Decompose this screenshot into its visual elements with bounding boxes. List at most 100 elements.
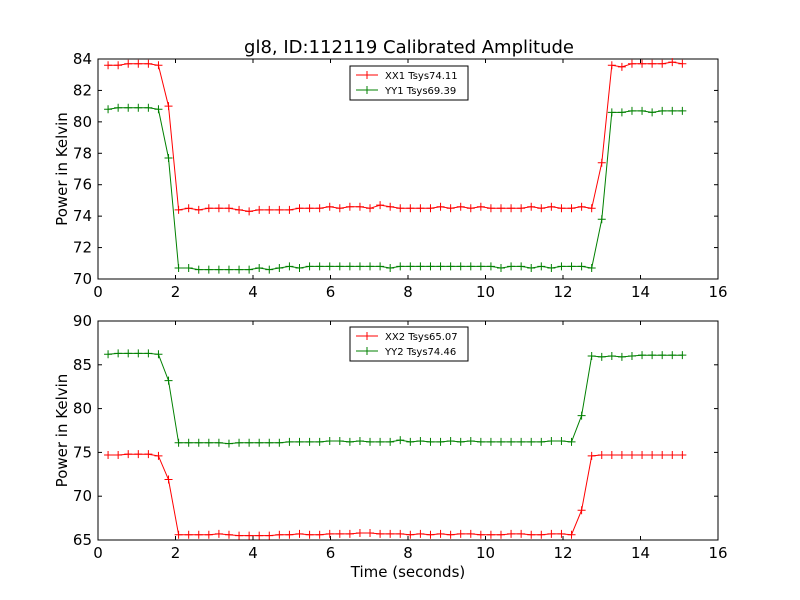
data-point	[386, 202, 395, 211]
data-point	[104, 451, 113, 460]
data-point	[668, 106, 677, 115]
data-point	[517, 262, 526, 271]
data-point	[366, 204, 375, 213]
x-tick-label: 14	[631, 544, 650, 562]
data-point	[517, 529, 526, 538]
data-point	[235, 265, 244, 274]
data-point	[295, 437, 304, 446]
data-point	[627, 451, 636, 460]
top-subplot: 0 2 4 6 8 10 12 14 16 70 72 74 76 78 80 82 84 Power in Ke…	[53, 50, 728, 301]
data-point	[617, 451, 626, 460]
data-point	[214, 204, 223, 213]
data-point	[476, 262, 485, 271]
data-point	[355, 437, 364, 446]
data-point	[144, 103, 153, 112]
data-point	[285, 205, 294, 214]
data-point	[114, 103, 123, 112]
data-point	[587, 204, 596, 213]
data-point	[134, 450, 143, 459]
data-point	[658, 59, 667, 68]
data-point	[245, 438, 254, 447]
data-point	[527, 202, 536, 211]
data-point	[144, 450, 153, 459]
data-point	[436, 529, 445, 538]
data-point	[517, 437, 526, 446]
data-point	[366, 528, 375, 537]
data-point	[527, 437, 536, 446]
data-point	[174, 205, 183, 214]
data-point	[396, 529, 405, 538]
data-point	[315, 437, 324, 446]
data-point	[416, 262, 425, 271]
data-point	[174, 438, 183, 447]
data-point	[537, 204, 546, 213]
data-point	[678, 451, 687, 460]
data-point	[406, 530, 415, 539]
data-point	[668, 451, 677, 460]
data-point	[295, 204, 304, 213]
data-point	[597, 215, 606, 224]
data-point	[114, 451, 123, 460]
data-point	[184, 438, 193, 447]
data-point	[567, 437, 576, 446]
data-point	[154, 451, 163, 460]
y-tick-label: 82	[73, 81, 92, 99]
data-point	[638, 451, 647, 460]
data-point	[235, 205, 244, 214]
data-point	[547, 264, 556, 272]
legend-label: XX2 Tsys65.07	[385, 332, 458, 343]
data-point	[436, 437, 445, 446]
legend-swatch-marker	[363, 332, 371, 340]
data-point	[386, 437, 395, 446]
data-point	[668, 351, 677, 360]
series-xx2	[104, 450, 687, 540]
data-point	[497, 437, 505, 446]
data-point	[194, 438, 203, 447]
data-point	[184, 204, 193, 213]
series-xx1	[104, 58, 687, 216]
x-tick-label: 10	[476, 283, 495, 301]
data-point	[587, 264, 596, 272]
data-point	[355, 262, 364, 271]
data-point	[436, 202, 445, 211]
data-point	[355, 528, 364, 537]
data-point	[426, 262, 435, 271]
data-point	[466, 262, 475, 271]
data-point	[396, 204, 405, 213]
bottom-subplot: 0 2 4 6 8 10 12 14 16 65 70 75 80 85 90 Power in Kelvin…	[53, 312, 728, 581]
data-point	[426, 530, 435, 539]
y-tick-label: 65	[73, 531, 92, 549]
data-point	[406, 262, 415, 271]
data-point	[627, 59, 636, 68]
y-tick-label: 75	[73, 443, 92, 461]
data-point	[486, 204, 495, 213]
data-point	[325, 202, 334, 211]
legend: XX1 Tsys74.11 YY1 Tsys69.39	[349, 65, 469, 101]
x-tick-label: 16	[708, 544, 727, 562]
data-point	[587, 451, 596, 460]
data-point	[245, 207, 254, 216]
data-point	[194, 205, 203, 214]
data-point	[124, 349, 133, 358]
data-point	[587, 352, 596, 361]
data-point	[345, 202, 354, 211]
data-point	[547, 202, 556, 211]
data-point	[275, 205, 284, 214]
data-point	[537, 437, 546, 446]
data-point	[507, 529, 516, 538]
data-point	[265, 205, 274, 214]
data-point	[376, 262, 385, 271]
data-point	[406, 437, 415, 446]
x-tick-label: 6	[326, 283, 336, 301]
data-point	[456, 262, 465, 271]
data-point	[456, 529, 465, 538]
data-point	[144, 349, 153, 358]
x-tick-label: 4	[248, 283, 258, 301]
data-point	[285, 437, 294, 446]
x-tick-label: 2	[171, 544, 181, 562]
data-point	[255, 264, 264, 272]
data-point	[486, 437, 495, 446]
series-yy2	[104, 349, 687, 448]
x-tick-label: 14	[631, 283, 650, 301]
